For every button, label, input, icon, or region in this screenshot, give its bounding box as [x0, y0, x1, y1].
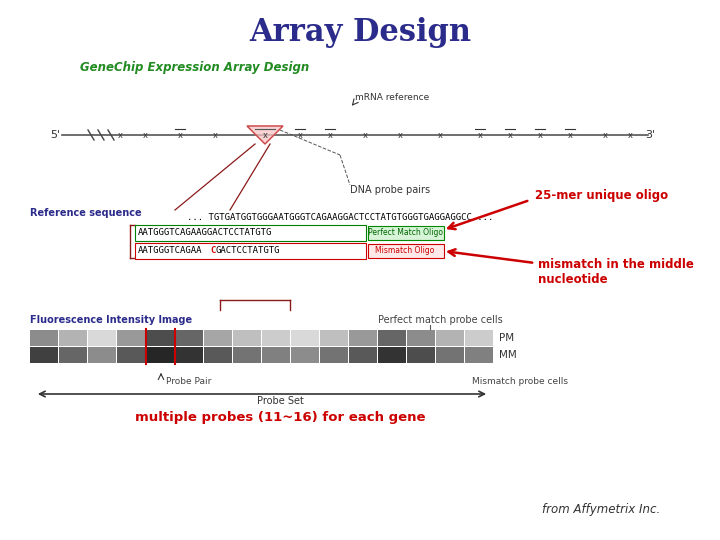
Bar [204, 330, 232, 346]
Bar [349, 347, 377, 363]
FancyBboxPatch shape [367, 226, 444, 240]
Text: AATGGGTCAGAAGGACTCCTATGTG: AATGGGTCAGAAGGACTCCTATGTG [138, 228, 272, 237]
Bar [30, 330, 58, 346]
Text: multiple probes (11~16) for each gene: multiple probes (11~16) for each gene [135, 411, 426, 424]
Bar [378, 330, 406, 346]
Bar [262, 330, 290, 346]
Bar [175, 330, 203, 346]
Bar [59, 330, 87, 346]
Bar [291, 347, 319, 363]
Bar [320, 347, 348, 363]
Text: x: x [263, 131, 268, 139]
Bar [233, 347, 261, 363]
Text: x: x [477, 131, 482, 139]
FancyBboxPatch shape [135, 225, 366, 240]
Text: x: x [538, 131, 542, 139]
Bar [146, 347, 174, 363]
Bar [117, 330, 145, 346]
Text: GeneChip Expression Array Design: GeneChip Expression Array Design [81, 62, 310, 75]
Bar [378, 347, 406, 363]
Text: mRNA reference: mRNA reference [355, 93, 429, 103]
Text: PM: PM [499, 333, 514, 343]
Text: MM: MM [499, 350, 517, 360]
Text: x: x [508, 131, 513, 139]
Bar [262, 347, 290, 363]
Bar [175, 347, 203, 363]
Text: from Affymetrix Inc.: from Affymetrix Inc. [541, 503, 660, 516]
Bar [436, 347, 464, 363]
Text: AATGGGTCAGAA: AATGGGTCAGAA [138, 246, 202, 255]
Text: Perfect match probe cells: Perfect match probe cells [377, 315, 503, 325]
Bar [88, 347, 116, 363]
Bar [349, 330, 377, 346]
Text: x: x [212, 131, 217, 139]
Text: Perfect Match Oligo: Perfect Match Oligo [367, 228, 443, 237]
Text: Mismatch probe cells: Mismatch probe cells [472, 377, 568, 387]
Bar [291, 330, 319, 346]
Text: x: x [397, 131, 402, 139]
Text: C: C [210, 246, 215, 255]
Text: Mismatch Oligo: Mismatch Oligo [375, 246, 435, 255]
Text: Probe Pair: Probe Pair [166, 377, 212, 387]
Bar [233, 330, 261, 346]
Text: Reference sequence: Reference sequence [30, 208, 142, 218]
Text: 5': 5' [50, 130, 60, 140]
Text: ... TGTGATGGTGGGAATGGGTCAGAAGGACTCCTATGTGGGTGAGGAGGCC ...: ... TGTGATGGTGGGAATGGGTCAGAAGGACTCCTATGT… [186, 213, 493, 222]
Bar [30, 347, 58, 363]
Text: x: x [438, 131, 443, 139]
Text: x: x [567, 131, 572, 139]
Text: x: x [362, 131, 367, 139]
Text: Array Design: Array Design [249, 17, 471, 48]
Text: x: x [603, 131, 608, 139]
Bar [59, 347, 87, 363]
Text: x: x [628, 131, 632, 139]
Text: x: x [143, 131, 148, 139]
Bar [320, 330, 348, 346]
Text: x: x [328, 131, 333, 139]
Bar [204, 347, 232, 363]
Text: Fluorescence Intensity Image: Fluorescence Intensity Image [30, 315, 192, 325]
Text: x: x [297, 131, 302, 139]
Text: mismatch in the middle
nucleotide: mismatch in the middle nucleotide [538, 258, 694, 286]
Bar [465, 330, 493, 346]
Text: 3': 3' [645, 130, 655, 140]
Polygon shape [247, 126, 283, 144]
Bar [407, 330, 435, 346]
Bar [146, 330, 174, 346]
Text: 25-mer unique oligo: 25-mer unique oligo [535, 190, 668, 202]
Bar [436, 330, 464, 346]
Text: GACTCCTATGTG: GACTCCTATGTG [216, 246, 281, 255]
Bar [407, 347, 435, 363]
Bar [465, 347, 493, 363]
Text: x: x [263, 131, 268, 139]
Text: Probe Set: Probe Set [256, 396, 303, 406]
Text: DNA probe pairs: DNA probe pairs [350, 185, 430, 195]
Text: x: x [178, 131, 182, 139]
Text: x: x [117, 131, 122, 139]
Bar [88, 330, 116, 346]
FancyBboxPatch shape [135, 242, 366, 259]
FancyBboxPatch shape [367, 244, 444, 258]
Bar [117, 347, 145, 363]
